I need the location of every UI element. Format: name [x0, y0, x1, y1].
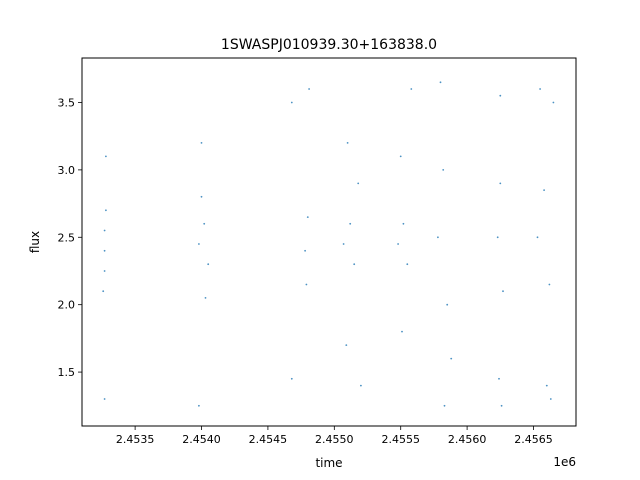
data-point [103, 229, 106, 232]
x-tick-label: 2.4565 [514, 433, 553, 446]
y-tick-label: 3.5 [58, 96, 76, 109]
data-point [349, 222, 352, 225]
data-point [357, 182, 360, 185]
data-point [498, 377, 500, 380]
data-point [446, 303, 449, 306]
x-axis-label: time [315, 456, 342, 470]
data-point [552, 101, 555, 104]
data-point [548, 283, 551, 286]
x-axis-offset-label: 1e6 [553, 455, 576, 469]
plot-frame [81, 57, 577, 427]
data-point [401, 330, 403, 333]
x-tick-label: 2.4545 [249, 433, 288, 446]
data-point [105, 209, 107, 212]
y-tick-label: 1.5 [58, 366, 76, 379]
data-point [345, 344, 348, 346]
x-tick-label: 2.4535 [116, 433, 155, 446]
data-point [406, 263, 409, 266]
data-point [200, 142, 203, 144]
x-axis-ticks: 2.4535 2.4540 2.4545 2.4550 2.4555 2.4560 2.45… [116, 426, 553, 446]
data-point [450, 357, 453, 360]
y-tick-label: 2.0 [58, 299, 76, 312]
data-point [198, 243, 200, 245]
data-point [203, 222, 206, 225]
data-point [200, 195, 203, 198]
data-point [402, 222, 405, 225]
data-point [443, 404, 446, 407]
data-point [346, 142, 349, 144]
data-point [304, 249, 306, 252]
data-point [290, 101, 293, 104]
data-point [437, 236, 439, 239]
data-point [536, 236, 539, 239]
data-point [499, 94, 502, 97]
y-axis-ticks: 1.5 2.0 2.5 3.0 3.5 [58, 96, 82, 379]
data-point [549, 398, 552, 400]
data-point [410, 88, 413, 90]
scatter-points [102, 81, 555, 407]
data-point [306, 216, 309, 219]
x-tick-label: 2.4560 [448, 433, 487, 446]
data-point [496, 236, 499, 239]
data-point [499, 182, 502, 185]
data-point [290, 377, 293, 380]
x-tick-label: 2.4555 [381, 433, 420, 446]
y-tick-label: 3.0 [58, 164, 76, 177]
data-point [308, 88, 310, 90]
data-point [399, 155, 402, 158]
data-point [353, 263, 356, 266]
data-point [103, 398, 106, 400]
data-point [102, 290, 105, 293]
data-point [204, 297, 207, 299]
data-point [442, 169, 445, 171]
data-point [500, 404, 503, 407]
x-tick-label: 2.4550 [315, 433, 354, 446]
data-point [305, 283, 308, 286]
data-point [360, 384, 362, 387]
data-point [545, 384, 548, 387]
data-point [543, 189, 545, 192]
y-tick-label: 2.5 [58, 231, 76, 244]
data-point [439, 81, 442, 84]
data-point [198, 404, 200, 407]
chart-title: 1SWASPJ010939.30+163838.0 [221, 37, 437, 53]
data-point [105, 155, 107, 158]
data-point [103, 249, 106, 252]
data-point [342, 243, 345, 245]
x-tick-label: 2.4540 [182, 433, 221, 446]
data-point [397, 243, 399, 245]
data-point [103, 270, 106, 272]
data-point [207, 263, 210, 266]
y-axis-label: flux [28, 231, 42, 253]
data-point [502, 290, 504, 293]
data-point [539, 88, 541, 90]
